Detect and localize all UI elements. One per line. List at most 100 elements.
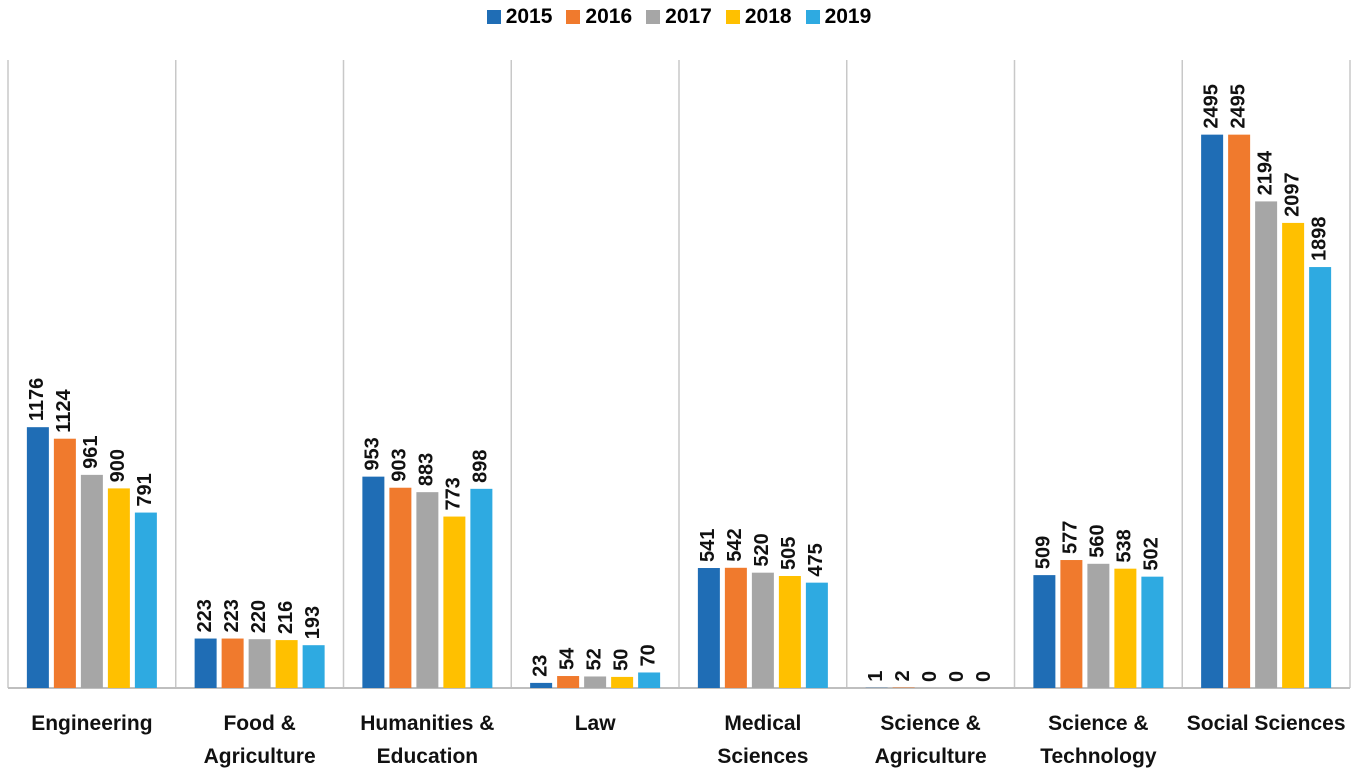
x-tick-label: Law [503, 707, 687, 740]
bar [779, 576, 801, 688]
x-tick-label: Food & Agriculture [168, 707, 352, 773]
data-label: 216 [275, 601, 297, 634]
data-label: 2194 [1254, 150, 1276, 195]
legend-swatch [726, 10, 740, 24]
data-label: 70 [637, 644, 659, 666]
bar [1033, 575, 1055, 688]
legend-item: 2019 [806, 5, 872, 29]
legend-swatch [806, 10, 820, 24]
bar [1255, 201, 1277, 688]
bar [1060, 560, 1082, 688]
data-label: 577 [1060, 521, 1082, 554]
data-label: 54 [556, 647, 578, 670]
bar [108, 488, 130, 688]
legend-item: 2016 [566, 5, 632, 29]
data-label: 220 [248, 600, 270, 633]
bar [530, 683, 552, 688]
legend-swatch [566, 10, 580, 24]
data-label: 502 [1141, 537, 1163, 570]
bar [698, 568, 720, 688]
data-label: 1 [865, 671, 887, 682]
bar [1087, 564, 1109, 688]
bar [806, 583, 828, 688]
bar [557, 676, 579, 688]
data-label: 953 [362, 437, 384, 470]
bar [81, 475, 103, 688]
legend-label: 2018 [745, 5, 792, 29]
bar [135, 513, 157, 688]
data-label: 1898 [1308, 217, 1330, 262]
data-label: 883 [416, 453, 438, 486]
legend-swatch [487, 10, 501, 24]
legend-item: 2018 [726, 5, 792, 29]
x-tick-label: Science & Agriculture [839, 707, 1023, 773]
legend-label: 2016 [585, 5, 632, 29]
data-label: 773 [443, 477, 465, 510]
bar [1282, 223, 1304, 688]
bar [54, 439, 76, 688]
bar [443, 517, 465, 688]
data-label: 2097 [1281, 172, 1303, 217]
legend: 2015 2016 2017 2018 2019 [0, 5, 1358, 29]
bar [1114, 569, 1136, 688]
data-label: 0 [946, 671, 968, 682]
legend-item: 2015 [487, 5, 553, 29]
bar [584, 676, 606, 688]
legend-label: 2019 [825, 5, 872, 29]
bar [1309, 267, 1331, 688]
data-label: 900 [107, 449, 129, 482]
data-label: 903 [389, 448, 411, 481]
bar [1201, 135, 1223, 688]
data-label: 1124 [53, 388, 75, 432]
bar [725, 568, 747, 688]
data-label: 23 [529, 655, 551, 677]
data-label: 193 [302, 606, 324, 639]
data-label: 0 [973, 671, 995, 682]
data-label: 509 [1033, 536, 1055, 569]
x-tick-label: Medical Sciences [671, 707, 855, 773]
data-label: 2495 [1200, 84, 1222, 129]
bar [249, 639, 271, 688]
data-label: 50 [610, 649, 632, 671]
data-label: 520 [751, 533, 773, 566]
bar [222, 639, 244, 688]
bar [416, 492, 438, 688]
data-label: 52 [583, 648, 605, 670]
data-label: 223 [194, 599, 216, 632]
bar [27, 427, 49, 688]
bar [1228, 135, 1250, 688]
data-label: 791 [134, 473, 156, 506]
data-label: 961 [80, 435, 102, 468]
data-label: 223 [221, 599, 243, 632]
data-label: 541 [697, 529, 719, 562]
bar [362, 477, 384, 688]
bar [752, 573, 774, 688]
data-label: 2495 [1227, 84, 1249, 129]
legend-swatch [646, 10, 660, 24]
legend-item: 2017 [646, 5, 712, 29]
data-label: 1176 [26, 378, 48, 421]
bar [1141, 577, 1163, 688]
bar [470, 489, 492, 688]
bar [303, 645, 325, 688]
data-label: 505 [778, 537, 800, 570]
legend-label: 2017 [665, 5, 712, 29]
bar [276, 640, 298, 688]
bar [389, 488, 411, 688]
data-label: 2 [892, 670, 914, 681]
x-tick-label: Humanities & Education [336, 707, 520, 773]
data-label: 542 [724, 528, 746, 561]
data-label: 898 [470, 449, 492, 482]
x-tick-label: Engineering [0, 707, 184, 740]
bar [638, 672, 660, 688]
data-label: 538 [1114, 529, 1136, 562]
data-label: 475 [805, 543, 827, 576]
data-label: 560 [1087, 524, 1109, 557]
x-tick-label: Social Sciences [1174, 707, 1358, 740]
legend-label: 2015 [506, 5, 553, 29]
x-tick-label: Science & Technology [1007, 707, 1191, 773]
bar [195, 639, 217, 688]
data-label: 0 [919, 671, 941, 682]
